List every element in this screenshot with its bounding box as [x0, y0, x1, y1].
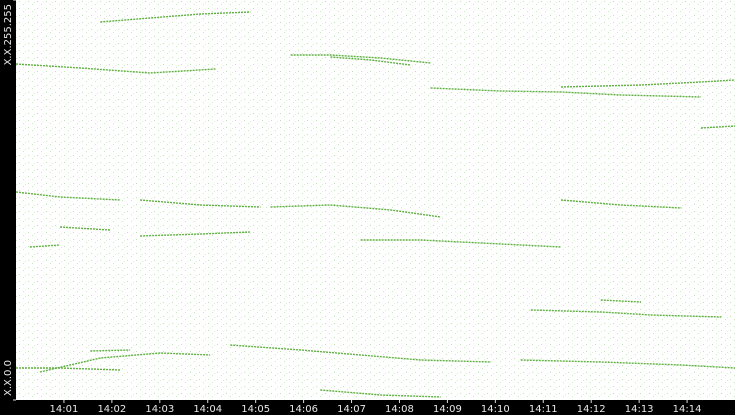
- streak: [15, 63, 216, 74]
- x-axis-bar: [0, 400, 735, 415]
- x-tick-label: 14:06: [289, 404, 318, 415]
- streak: [700, 125, 735, 129]
- streak: [600, 299, 642, 303]
- streak: [100, 11, 251, 23]
- y-axis-bar: [0, 0, 16, 415]
- x-tick-label: 14:12: [577, 404, 606, 415]
- streak: [520, 359, 735, 369]
- streak: [430, 87, 701, 98]
- x-tick-label: 14:10: [481, 404, 510, 415]
- streak: [16, 367, 121, 371]
- x-tick-label: 14:01: [50, 404, 79, 415]
- x-tick-label: 14:14: [673, 404, 702, 415]
- x-tick-label: 14:13: [625, 404, 654, 415]
- streak: [29, 244, 61, 248]
- x-tick-label: 14:09: [433, 404, 462, 415]
- x-tick-label: 14:03: [145, 404, 174, 415]
- streak: [560, 79, 735, 88]
- y-tick-label: X.X.0.0: [3, 360, 14, 396]
- streak: [39, 352, 211, 373]
- y-tick-label: X.X.255.255: [3, 4, 14, 65]
- x-tick-label: 14:02: [97, 404, 126, 415]
- streak: [140, 231, 251, 237]
- streak: [230, 344, 492, 363]
- streak: [90, 349, 131, 352]
- x-tick-label: 14:08: [385, 404, 414, 415]
- x-tick-label: 14:04: [193, 404, 222, 415]
- streak: [270, 204, 441, 218]
- streak: [290, 54, 431, 64]
- background-texture: [16, 0, 735, 400]
- streak: [560, 199, 682, 209]
- x-tick-label: 14:05: [241, 404, 270, 415]
- x-tick-label: 14:07: [337, 404, 366, 415]
- streak: [60, 226, 110, 231]
- streak: [140, 199, 261, 208]
- streak: [320, 389, 441, 398]
- x-tick-label: 14:11: [529, 404, 558, 415]
- streak: [360, 239, 562, 248]
- streak: [15, 191, 121, 201]
- streak: [330, 56, 411, 66]
